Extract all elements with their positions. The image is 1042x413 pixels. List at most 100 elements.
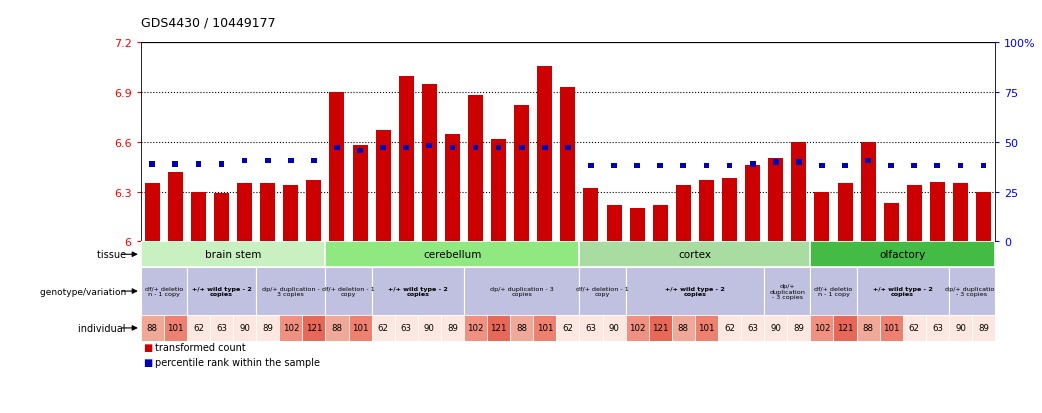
Bar <box>464 268 579 315</box>
Bar <box>699 180 714 242</box>
Text: tissue: tissue <box>97 249 132 260</box>
Bar <box>403 145 410 151</box>
Bar <box>325 315 348 341</box>
Bar <box>149 162 155 167</box>
Text: df/+ deletion - 1
copy: df/+ deletion - 1 copy <box>322 286 375 297</box>
Bar <box>191 192 206 242</box>
Bar <box>741 315 764 341</box>
Bar <box>695 315 718 341</box>
Text: dp/+
duplication
- 3 copies: dp/+ duplication - 3 copies <box>769 283 805 300</box>
Text: 62: 62 <box>909 324 920 332</box>
Bar <box>511 315 534 341</box>
Bar <box>187 268 256 315</box>
Text: 121: 121 <box>837 324 853 332</box>
Bar <box>468 96 483 242</box>
Bar <box>556 315 579 341</box>
Bar <box>888 164 894 169</box>
Bar <box>283 185 298 242</box>
Bar <box>625 315 649 341</box>
Bar <box>325 268 372 315</box>
Bar <box>329 93 345 242</box>
Bar <box>141 268 187 315</box>
Text: 101: 101 <box>698 324 715 332</box>
Bar <box>958 164 964 169</box>
Bar <box>519 145 524 151</box>
Text: individual: individual <box>78 323 132 333</box>
Bar <box>629 209 645 242</box>
Text: 63: 63 <box>401 324 412 332</box>
Bar <box>380 145 386 151</box>
Text: 102: 102 <box>282 324 299 332</box>
Bar <box>857 315 879 341</box>
Bar <box>561 88 575 242</box>
Text: 89: 89 <box>263 324 273 332</box>
Bar <box>219 162 224 167</box>
Bar <box>542 145 548 151</box>
Bar <box>279 315 302 341</box>
Text: dp/+ duplication
- 3 copies: dp/+ duplication - 3 copies <box>945 286 999 297</box>
Bar <box>612 164 617 169</box>
Bar <box>141 242 325 268</box>
Text: 62: 62 <box>193 324 204 332</box>
Bar <box>256 315 279 341</box>
Bar <box>764 268 811 315</box>
Text: 101: 101 <box>352 324 368 332</box>
Bar <box>718 315 741 341</box>
Bar <box>796 160 801 166</box>
Bar <box>584 189 598 242</box>
Bar <box>953 184 968 242</box>
Bar <box>745 166 761 242</box>
Bar <box>865 159 871 164</box>
Text: 101: 101 <box>167 324 183 332</box>
Bar <box>935 164 940 169</box>
Bar <box>565 145 571 151</box>
Text: 88: 88 <box>678 324 689 332</box>
Bar <box>649 315 672 341</box>
Text: 88: 88 <box>147 324 157 332</box>
Text: 89: 89 <box>978 324 989 332</box>
Bar <box>857 268 949 315</box>
Bar <box>196 162 201 167</box>
Bar <box>260 184 275 242</box>
Bar <box>625 268 764 315</box>
Bar <box>514 106 529 242</box>
Text: 121: 121 <box>305 324 322 332</box>
Bar <box>949 268 995 315</box>
Bar <box>164 315 187 341</box>
Bar <box>233 315 256 341</box>
Bar <box>422 85 437 242</box>
Text: +/+ wild type - 2
copies: +/+ wild type - 2 copies <box>873 286 933 297</box>
Text: 63: 63 <box>216 324 227 332</box>
Bar <box>815 192 829 242</box>
Bar <box>352 146 368 242</box>
Text: 121: 121 <box>491 324 506 332</box>
Bar <box>722 179 737 242</box>
Bar <box>145 184 159 242</box>
Bar <box>976 192 991 242</box>
Text: 90: 90 <box>609 324 620 332</box>
Bar <box>187 315 209 341</box>
Bar <box>602 315 625 341</box>
Bar <box>376 131 391 242</box>
Bar <box>449 145 455 151</box>
Bar <box>265 159 271 164</box>
Bar <box>884 204 898 242</box>
Text: 89: 89 <box>793 324 804 332</box>
Bar <box>652 205 668 242</box>
Bar <box>445 134 460 242</box>
Bar <box>334 145 340 151</box>
Text: 63: 63 <box>747 324 759 332</box>
Bar <box>672 315 695 341</box>
Bar <box>750 162 755 167</box>
Text: 90: 90 <box>424 324 435 332</box>
Text: 90: 90 <box>240 324 250 332</box>
Text: 88: 88 <box>863 324 873 332</box>
Text: genotype/variation: genotype/variation <box>41 287 132 296</box>
Text: 102: 102 <box>467 324 483 332</box>
Text: 89: 89 <box>447 324 457 332</box>
Bar <box>929 182 945 242</box>
Bar <box>680 164 687 169</box>
Bar <box>399 76 414 242</box>
Bar <box>209 315 233 341</box>
Bar <box>834 315 857 341</box>
